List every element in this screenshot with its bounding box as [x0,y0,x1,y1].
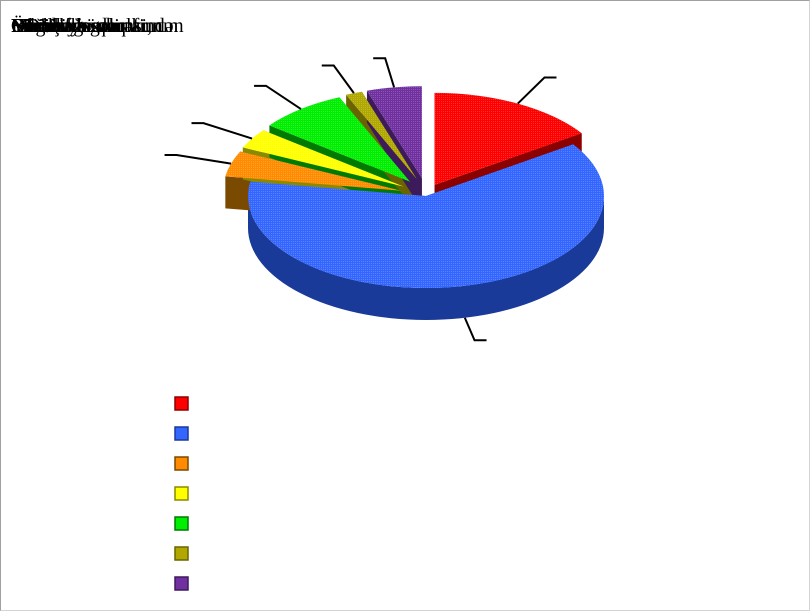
pie-slice-texture [225,151,402,191]
pie-slice-texture [366,86,422,179]
pie-slice-texture [346,91,417,180]
legend-swatch [174,396,189,411]
pie-slice-texture [434,92,582,185]
pie-leader-line [164,153,232,165]
pie-leader-line [517,76,557,105]
pie-leader-line [373,57,396,88]
chart-title-stack: Doğru Yanlış Bilmirəm Müəllif hüquqlarının F… [11,15,711,45]
chart-title-line: Mənə elə gəlir ki, [11,15,153,37]
legend-swatch [174,426,189,441]
pie-slice-texture [247,144,604,289]
legend-swatch [174,576,189,591]
legend-swatch [174,516,189,531]
chart-title-line: Nazirliklər tərəfindən [11,15,184,37]
chart-title-line: Bilmirəm [11,15,88,37]
pie-slice-outer-wall [248,196,604,320]
legend-swatch [174,546,189,561]
chart-title-line: ÖDV ləğv olunsun [11,15,162,37]
chart-title-line: Fikrim yoxdur [11,15,128,37]
pie-leader-line [321,64,355,94]
legend-swatch [174,486,189,501]
chart-title-line: Cavab yoxdur [11,15,124,37]
chart-title-line: Doğru [11,15,63,37]
chart-title-line: Hamısı [11,15,69,37]
pie-slice-texture [242,130,404,187]
pie-slice-texture [269,97,411,182]
chart-title-line: Müəllif hüquqlarının [11,15,179,37]
legend-swatch [174,456,189,471]
chart-title-line: Yanlış [11,15,62,37]
pie-leader-line [463,317,487,342]
pie-leader-line [254,84,302,110]
pie-leader-line [191,122,253,140]
